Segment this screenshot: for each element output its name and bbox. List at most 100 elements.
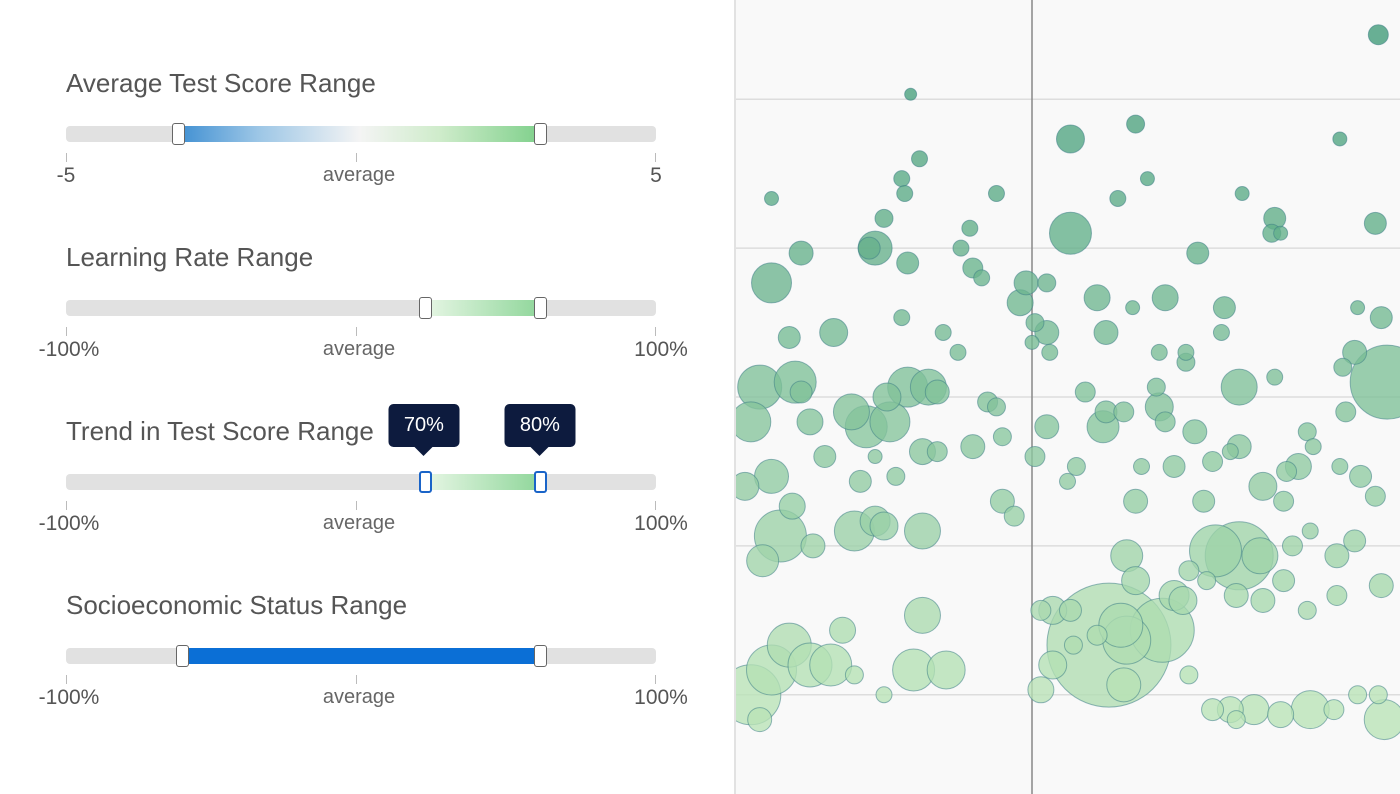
data-bubble[interactable]	[1221, 443, 1239, 461]
data-bubble[interactable]	[1281, 535, 1303, 557]
data-bubble[interactable]	[1297, 600, 1317, 620]
data-bubble[interactable]	[819, 317, 849, 347]
data-bubble[interactable]	[952, 239, 970, 257]
data-bubble[interactable]	[764, 191, 780, 206]
data-bubble[interactable]	[1151, 284, 1179, 312]
data-bubble[interactable]	[904, 87, 918, 101]
data-bubble[interactable]	[1272, 569, 1296, 593]
learning-range-high-handle[interactable]	[534, 297, 548, 319]
data-bubble[interactable]	[736, 401, 772, 443]
data-bubble[interactable]	[1335, 401, 1357, 423]
data-bubble[interactable]	[736, 471, 760, 501]
data-bubble[interactable]	[1368, 573, 1394, 599]
score-range-low-handle[interactable]	[171, 123, 185, 145]
data-bubble[interactable]	[747, 707, 773, 733]
data-bubble[interactable]	[844, 665, 864, 685]
data-bubble[interactable]	[1024, 446, 1046, 468]
data-bubble[interactable]	[1177, 343, 1195, 361]
data-bubble[interactable]	[992, 427, 1012, 447]
data-bubble[interactable]	[1037, 273, 1057, 293]
data-bubble[interactable]	[1074, 381, 1096, 403]
data-bubble[interactable]	[788, 240, 814, 266]
data-bubble[interactable]	[903, 596, 941, 634]
data-bubble[interactable]	[751, 262, 793, 304]
data-bubble[interactable]	[1212, 296, 1236, 320]
data-bubble[interactable]	[1248, 471, 1278, 501]
data-bubble[interactable]	[1024, 334, 1040, 350]
data-bubble[interactable]	[911, 150, 929, 168]
data-bubble[interactable]	[1223, 583, 1249, 608]
data-bubble[interactable]	[1301, 522, 1319, 540]
data-bubble[interactable]	[1186, 241, 1210, 265]
data-bubble[interactable]	[1178, 560, 1200, 582]
data-bubble[interactable]	[1113, 401, 1135, 423]
data-bubble[interactable]	[848, 469, 872, 493]
data-bubble[interactable]	[1146, 377, 1166, 397]
data-bubble[interactable]	[1109, 190, 1127, 207]
data-bubble[interactable]	[903, 512, 941, 550]
data-bubble[interactable]	[1125, 300, 1141, 316]
data-bubble[interactable]	[1326, 585, 1348, 606]
data-bubble[interactable]	[1133, 457, 1151, 475]
data-bubble[interactable]	[1212, 323, 1230, 341]
data-bubble[interactable]	[1038, 650, 1068, 680]
data-bubble[interactable]	[893, 309, 911, 327]
learning-range-low-handle[interactable]	[419, 297, 433, 319]
trend-range-low-handle[interactable]	[419, 471, 433, 493]
data-bubble[interactable]	[1201, 698, 1225, 722]
data-bubble[interactable]	[1192, 489, 1216, 513]
data-bubble[interactable]	[746, 544, 780, 578]
data-bubble[interactable]	[961, 219, 979, 237]
data-bubble[interactable]	[1276, 460, 1298, 482]
data-bubble[interactable]	[973, 269, 991, 287]
data-bubble[interactable]	[1273, 490, 1295, 512]
ses-range-slider[interactable]: -100% average 100%	[39, 645, 688, 709]
data-bubble[interactable]	[789, 380, 813, 404]
data-bubble[interactable]	[896, 251, 920, 275]
data-bubble[interactable]	[893, 170, 911, 188]
data-bubble[interactable]	[813, 445, 837, 469]
data-bubble[interactable]	[1121, 566, 1151, 596]
data-bubble[interactable]	[1086, 624, 1108, 646]
data-bubble[interactable]	[1013, 270, 1039, 296]
data-bubble[interactable]	[1055, 124, 1085, 154]
data-bubble[interactable]	[886, 466, 906, 486]
data-bubble[interactable]	[1331, 457, 1349, 475]
data-bubble[interactable]	[1369, 306, 1393, 330]
data-bubble[interactable]	[1048, 211, 1092, 255]
data-bubble[interactable]	[1350, 300, 1366, 316]
data-bubble[interactable]	[832, 393, 870, 431]
data-bubble[interactable]	[867, 449, 883, 465]
learning-range-slider[interactable]: -100% average 100%	[39, 297, 688, 361]
data-bubble[interactable]	[1182, 419, 1208, 445]
data-bubble[interactable]	[1139, 171, 1155, 187]
data-bubble[interactable]	[1304, 438, 1322, 456]
data-bubble[interactable]	[1093, 319, 1119, 345]
data-bubble[interactable]	[926, 441, 948, 463]
data-bubble[interactable]	[1273, 225, 1289, 241]
data-bubble[interactable]	[857, 236, 881, 260]
data-bubble[interactable]	[1003, 505, 1025, 527]
data-bubble[interactable]	[1220, 368, 1258, 406]
data-bubble[interactable]	[809, 643, 853, 687]
data-bubble[interactable]	[1342, 339, 1368, 365]
data-bubble[interactable]	[1266, 368, 1284, 386]
data-bubble[interactable]	[1197, 571, 1217, 591]
score-range-high-handle[interactable]	[534, 123, 548, 145]
data-bubble[interactable]	[872, 382, 902, 412]
data-bubble[interactable]	[874, 208, 894, 228]
data-bubble[interactable]	[829, 616, 857, 644]
data-bubble[interactable]	[1241, 537, 1279, 575]
data-bubble[interactable]	[1123, 488, 1149, 514]
data-bubble[interactable]	[1058, 598, 1082, 622]
data-bubble[interactable]	[1041, 343, 1059, 361]
data-bubble[interactable]	[778, 492, 806, 520]
data-bubble[interactable]	[924, 379, 950, 405]
data-bubble[interactable]	[1150, 343, 1168, 361]
data-bubble[interactable]	[960, 434, 986, 460]
data-bubble[interactable]	[1030, 599, 1052, 621]
data-bubble[interactable]	[1059, 472, 1077, 490]
data-bubble[interactable]	[1349, 344, 1400, 420]
trend-range-slider[interactable]: -100% average 100%	[39, 471, 688, 535]
data-bubble[interactable]	[1126, 114, 1146, 134]
